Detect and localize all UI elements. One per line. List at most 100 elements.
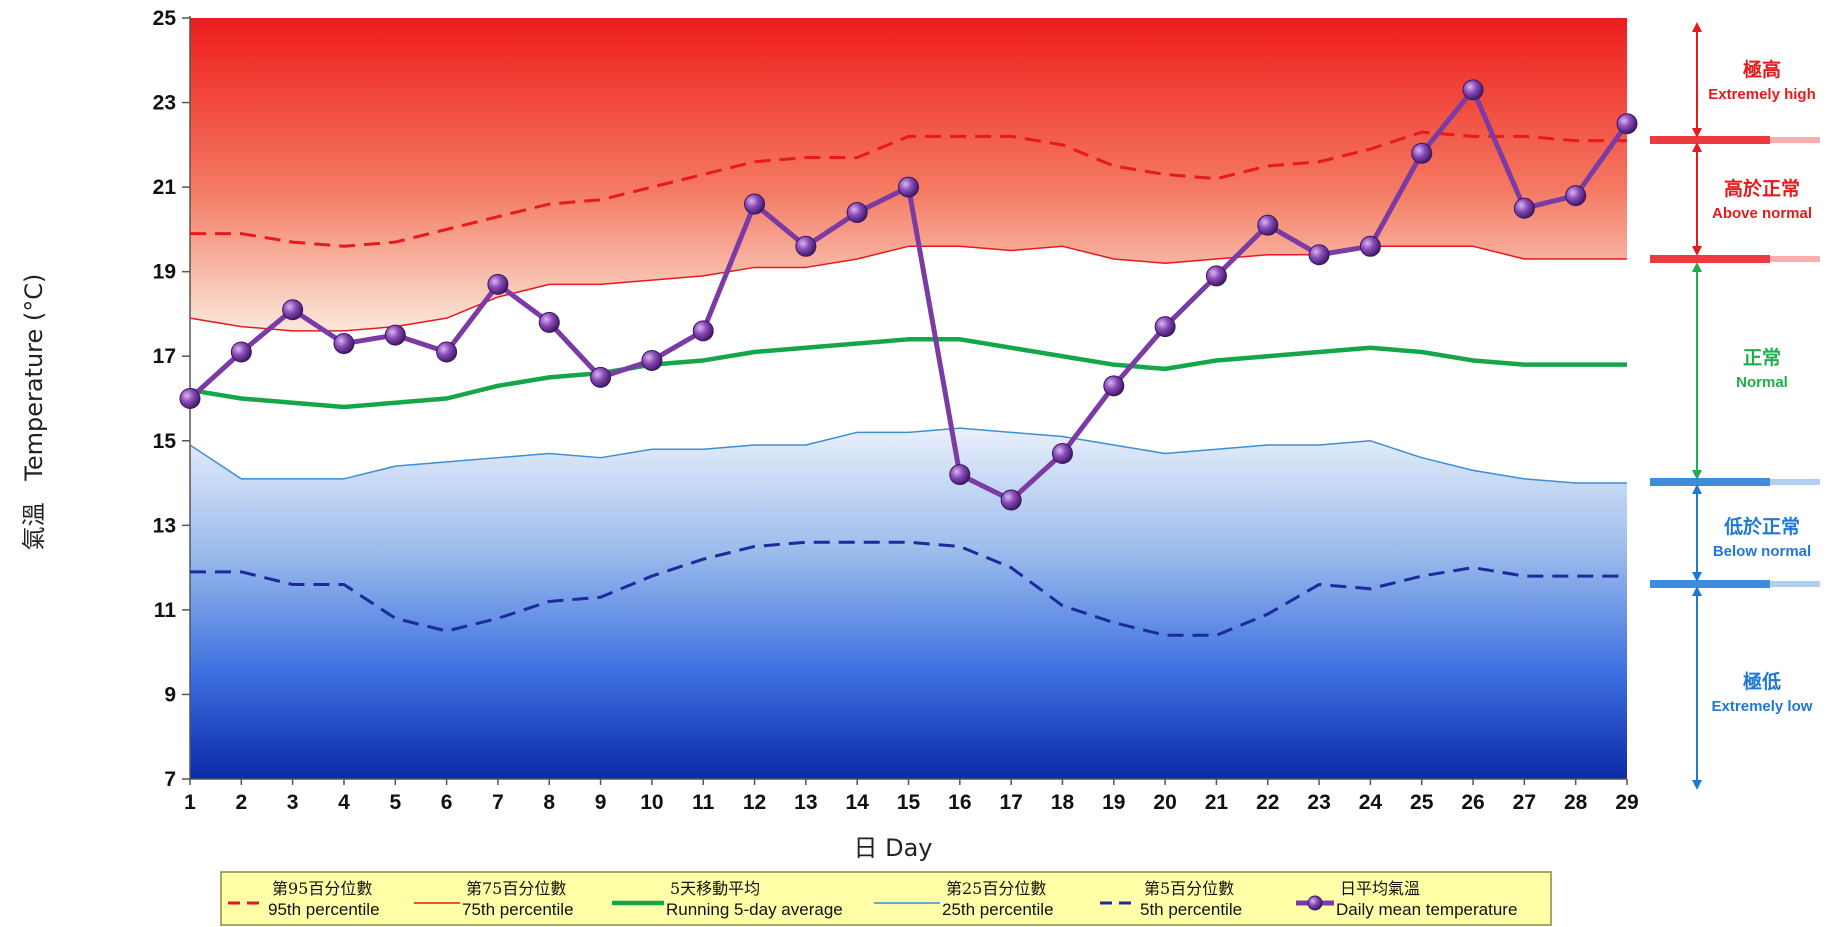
band-label-above-normal: 高於正常 Above normal (1712, 177, 1812, 222)
band-label-en: Extremely high (1708, 86, 1816, 103)
below-normal-zone (190, 428, 1627, 779)
x-tick-label: 1 (184, 791, 196, 814)
x-tick-label: 28 (1564, 791, 1588, 814)
divider-extremely-high (1650, 136, 1820, 144)
daily-mean-point (179, 388, 201, 409)
daily-mean-point (384, 324, 406, 346)
x-tick-label: 6 (441, 791, 453, 814)
legend-item-5th-percentile: 第5百分位數 5th percentile (1100, 879, 1242, 919)
daily-mean-point (1462, 79, 1484, 101)
x-tick-label: 8 (543, 791, 555, 814)
band-label-normal: 正常 Normal (1736, 346, 1788, 391)
category-bands: 極高 Extremely high 高於正常 Above normal 正常 Normal… (1650, 22, 1820, 790)
x-tick-label: 23 (1307, 791, 1330, 814)
y-tick-label: 11 (154, 599, 177, 622)
extremely-high-arrow (1692, 22, 1702, 138)
band-label-en: Normal (1736, 374, 1788, 391)
y-tick-label: 19 (153, 261, 176, 284)
legend-box (220, 871, 1552, 926)
divider-above-normal (1650, 255, 1820, 263)
x-tick-label: 5 (389, 791, 401, 814)
x-tick-label: 22 (1256, 791, 1279, 814)
x-tick-label: 20 (1153, 791, 1176, 814)
x-tick-label: 16 (948, 791, 971, 814)
x-tick-label: 17 (999, 791, 1022, 814)
legend-label-en: 75th percentile (462, 900, 574, 919)
above-normal-zone (190, 18, 1627, 331)
series-line-running-5-day-average (189, 337, 1627, 410)
x-tick-label: 15 (897, 791, 921, 814)
series-line-25th-percentile (189, 427, 1627, 484)
x-tick-label: 29 (1615, 791, 1638, 814)
daily-mean-point (795, 235, 817, 257)
legend-item-95th-percentile: 第95百分位數 95th percentile (228, 879, 380, 919)
daily-mean-point (1411, 142, 1433, 164)
daily-mean-point (590, 366, 612, 388)
daily-mean-markers (179, 79, 1638, 511)
x-tick-label: 12 (743, 791, 766, 814)
legend-item-running-5-day-average: 5天移動平均 Running 5-day average (612, 879, 843, 919)
y-tick-label: 17 (153, 345, 176, 368)
daily-mean-point (230, 341, 252, 363)
daily-mean-point (1051, 442, 1073, 464)
legend-label-zh: 第95百分位數 (272, 879, 372, 898)
daily-mean-point (1103, 375, 1125, 397)
x-tick-label: 10 (640, 791, 663, 814)
band-label-zh: 高於正常 (1724, 177, 1800, 200)
below-normal-arrow (1692, 484, 1702, 582)
above-normal-arrow (1692, 142, 1702, 256)
svg-text:氣溫 Temperature (°C): 氣溫 Temperature (°C) (20, 274, 48, 551)
band-label-zh: 極高 (1743, 58, 1781, 81)
daily-mean-point (744, 193, 766, 215)
x-tick-label: 18 (1051, 791, 1075, 814)
legend-label-en: Daily mean temperature (1336, 900, 1517, 919)
legend-item-25th-percentile: 第25百分位數 25th percentile (874, 879, 1054, 919)
divider-extremely-low (1650, 580, 1820, 588)
legend-label-en: 95th percentile (268, 900, 380, 919)
x-tick-label: 7 (492, 791, 504, 814)
daily-mean-point (898, 176, 919, 198)
x-tick-label: 24 (1359, 791, 1383, 814)
series-line-75th-percentile (189, 245, 1627, 332)
extremely-low-arrow (1692, 586, 1702, 790)
x-tick-label: 4 (338, 791, 350, 814)
daily-mean-point (1565, 185, 1587, 207)
y-axis-title: 氣溫 Temperature (°C) (20, 274, 48, 551)
daily-mean-point (949, 464, 971, 486)
daily-mean-point (538, 311, 560, 333)
daily-mean-point (846, 201, 868, 223)
y-tick-label: 15 (153, 430, 177, 453)
band-label-en: Extremely low (1712, 698, 1813, 715)
x-tick-label: 14 (845, 791, 869, 814)
daily-mean-point (1257, 214, 1279, 236)
x-tick-label: 26 (1461, 791, 1484, 814)
x-tick-label: 3 (287, 791, 299, 814)
y-tick-label: 7 (164, 768, 176, 791)
band-label-extremely-low: 極低 Extremely low (1712, 670, 1813, 715)
x-tick-label: 11 (692, 791, 715, 814)
daily-mean-point (436, 341, 458, 363)
x-tick-label: 13 (794, 791, 817, 814)
y-axis-title-en: Temperature (°C) (20, 274, 48, 482)
legend: 第95百分位數 95th percentile 第75百分位數 75th percen… (220, 871, 1552, 926)
y-tick-label: 21 (153, 176, 177, 199)
band-label-en: Above normal (1712, 205, 1812, 222)
y-tick-label: 23 (153, 92, 176, 115)
band-label-en: Below normal (1713, 543, 1811, 560)
daily-mean-point (487, 273, 509, 295)
legend-item-daily-mean-temperature: 日平均氣溫 Daily mean temperature (1296, 879, 1517, 919)
legend-label-zh: 第25百分位數 (946, 879, 1046, 898)
daily-mean-point (1000, 489, 1022, 511)
x-tick-label: 9 (595, 791, 607, 814)
legend-label-en: 25th percentile (942, 900, 1054, 919)
legend-label-en: 5th percentile (1140, 900, 1242, 919)
normal-arrow (1692, 262, 1702, 480)
series-line-5th-percentile (190, 540, 1627, 637)
band-label-zh: 正常 (1743, 346, 1781, 369)
band-label-below-normal: 低於正常 Below normal (1713, 515, 1811, 560)
band-label-extremely-high: 極高 Extremely high (1708, 58, 1816, 103)
legend-label-zh: 第5百分位數 (1144, 879, 1234, 898)
y-tick-label: 9 (164, 683, 176, 706)
divider-below-normal (1650, 478, 1820, 486)
